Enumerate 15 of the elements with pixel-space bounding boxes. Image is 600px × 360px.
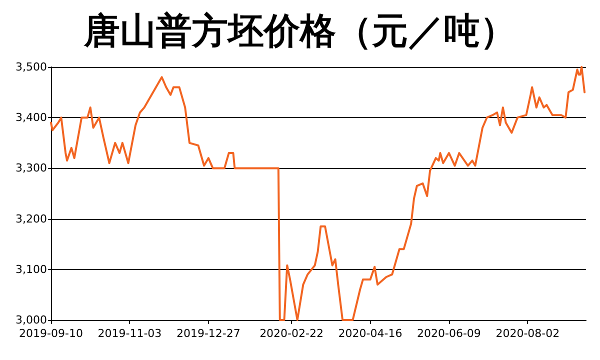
y-tick-label: 3,000 — [16, 314, 47, 326]
x-tick-label: 2020-04-16 — [338, 327, 402, 340]
x-tick-label: 2020-08-02 — [496, 327, 560, 340]
y-tick-label: 3,200 — [16, 212, 47, 226]
x-tick-label: 2019-11-03 — [98, 327, 162, 340]
x-tick-label: 2020-06-09 — [417, 327, 481, 340]
y-tick-label: 3,300 — [16, 162, 47, 175]
x-tick-label: 2020-02-22 — [260, 327, 324, 340]
line-series — [50, 66, 586, 321]
y-tick-label: 3,400 — [16, 111, 47, 124]
y-tick-label: 3,100 — [16, 262, 47, 276]
x-tick-label: 2019-12-27 — [176, 327, 240, 340]
y-tick-label: 3,500 — [16, 60, 47, 74]
chart-title: 唐山普方坯价格（元／吨） — [83, 10, 516, 52]
x-tick-label: 2019-09-10 — [19, 327, 83, 340]
